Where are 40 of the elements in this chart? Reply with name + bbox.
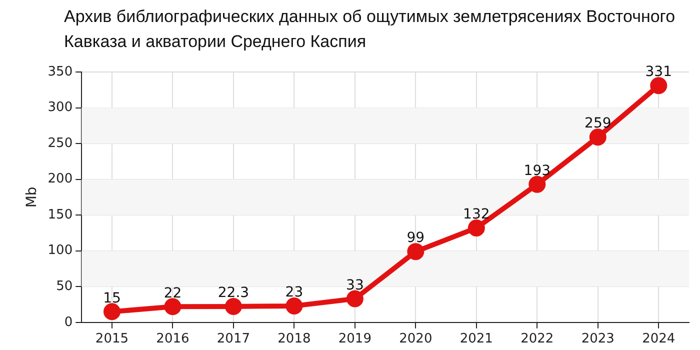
x-tick-label: 2022 bbox=[520, 332, 554, 347]
x-tick-label: 2016 bbox=[156, 332, 190, 347]
point bbox=[346, 290, 364, 308]
y-tick-label: 0 bbox=[64, 314, 73, 330]
y-tick-label: 350 bbox=[48, 64, 73, 80]
x-tick-label: 2018 bbox=[278, 332, 311, 347]
point bbox=[286, 297, 303, 314]
y-tick-label: 200 bbox=[48, 172, 73, 187]
y-tick-label: 150 bbox=[48, 207, 73, 222]
data-label: 15 bbox=[103, 290, 121, 306]
point bbox=[224, 298, 242, 315]
point bbox=[528, 176, 546, 193]
point bbox=[468, 219, 485, 236]
point bbox=[589, 128, 606, 146]
x-tick-label: 2017 bbox=[216, 332, 250, 347]
x-tick-label: 2019 bbox=[338, 332, 372, 347]
point bbox=[164, 298, 182, 316]
y-tick-label: 250 bbox=[48, 136, 73, 151]
y-tick-label: 300 bbox=[48, 100, 73, 116]
point bbox=[650, 77, 668, 94]
x-tick-label: 2020 bbox=[399, 332, 432, 347]
y-tick-label: 50 bbox=[56, 279, 73, 294]
data-label: 193 bbox=[524, 162, 551, 179]
data-label: 22.3 bbox=[218, 285, 250, 302]
data-label: 132 bbox=[463, 206, 490, 223]
x-tick-label: 2024 bbox=[642, 332, 676, 347]
data-label: 22 bbox=[164, 285, 182, 302]
x-tick-label: 2021 bbox=[460, 332, 493, 347]
x-tick-label: 2015 bbox=[95, 332, 129, 347]
data-label: 33 bbox=[346, 277, 364, 294]
x-tick-label: 2023 bbox=[581, 332, 614, 347]
data-label: 259 bbox=[584, 116, 612, 132]
point bbox=[103, 303, 120, 320]
y-axis-title: Mb bbox=[24, 186, 40, 208]
data-label: 99 bbox=[406, 230, 425, 246]
data-label: 23 bbox=[285, 284, 304, 301]
data-label: 331 bbox=[645, 64, 672, 80]
chart-title: Архив библиографических данных об ощутимых землетрясениях Восточного Кавказа и акватории Среднего Каспия bbox=[64, 6, 676, 53]
y-tick-label: 100 bbox=[48, 243, 73, 258]
point bbox=[407, 243, 424, 260]
